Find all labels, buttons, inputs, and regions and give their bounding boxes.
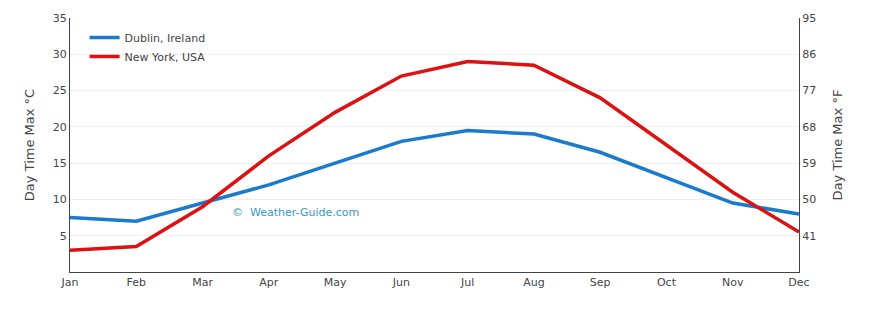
svg-text:Mar: Mar bbox=[192, 276, 213, 289]
svg-text:86: 86 bbox=[802, 48, 816, 61]
svg-text:Day Time Max °F: Day Time Max °F bbox=[830, 90, 845, 201]
svg-text:15: 15 bbox=[53, 157, 67, 170]
svg-text:© Weather-Guide.com: © Weather-Guide.com bbox=[232, 206, 359, 219]
svg-text:Nov: Nov bbox=[722, 276, 744, 289]
svg-text:New York, USA: New York, USA bbox=[125, 51, 206, 64]
svg-text:Apr: Apr bbox=[259, 276, 279, 289]
svg-text:5: 5 bbox=[60, 230, 67, 243]
svg-text:25: 25 bbox=[53, 84, 67, 97]
svg-text:Dec: Dec bbox=[788, 276, 809, 289]
svg-text:50: 50 bbox=[802, 193, 816, 206]
svg-text:Jul: Jul bbox=[460, 276, 474, 289]
svg-text:Aug: Aug bbox=[523, 276, 544, 289]
svg-text:Oct: Oct bbox=[657, 276, 677, 289]
svg-text:20: 20 bbox=[53, 121, 67, 134]
svg-text:35: 35 bbox=[53, 12, 67, 25]
svg-text:10: 10 bbox=[53, 193, 67, 206]
svg-text:Jun: Jun bbox=[392, 276, 410, 289]
svg-text:Dublin, Ireland: Dublin, Ireland bbox=[125, 32, 206, 45]
svg-text:30: 30 bbox=[53, 48, 67, 61]
svg-text:Sep: Sep bbox=[590, 276, 611, 289]
svg-text:Feb: Feb bbox=[127, 276, 146, 289]
svg-text:68: 68 bbox=[802, 121, 816, 134]
svg-text:41: 41 bbox=[802, 230, 816, 243]
svg-text:59: 59 bbox=[802, 157, 816, 170]
svg-text:77: 77 bbox=[802, 84, 816, 97]
svg-text:Jan: Jan bbox=[61, 276, 79, 289]
svg-text:Day Time Max °C: Day Time Max °C bbox=[22, 89, 37, 201]
svg-text:95: 95 bbox=[802, 12, 816, 25]
svg-text:May: May bbox=[324, 276, 347, 289]
